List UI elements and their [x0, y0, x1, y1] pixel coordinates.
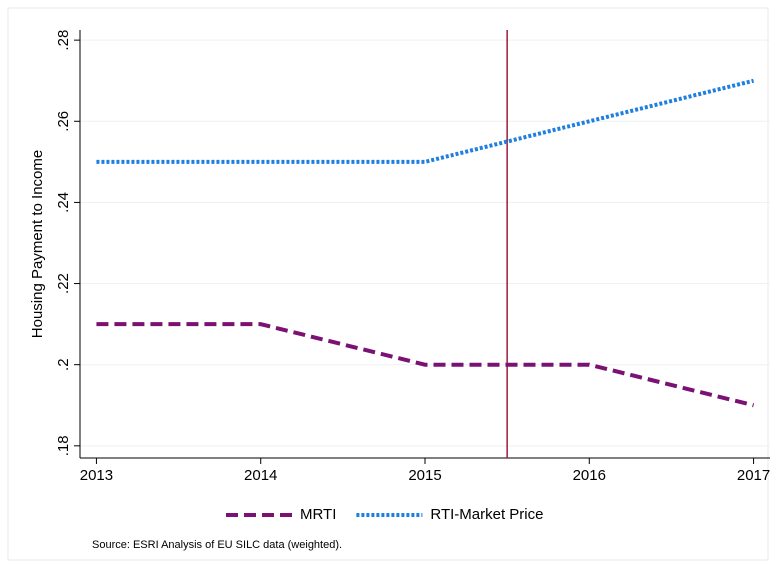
x-tick-label: 2014 [244, 467, 277, 484]
x-tick-label: 2016 [573, 467, 606, 484]
y-tick-label: .26 [55, 111, 72, 132]
y-tick-label: .28 [55, 30, 72, 51]
legend-label: RTI-Market Price [430, 506, 543, 523]
x-tick-label: 2015 [408, 467, 441, 484]
legend-label: MRTI [300, 506, 336, 523]
x-tick-label: 2017 [737, 467, 770, 484]
y-axis-label: Housing Payment to Income [29, 150, 46, 338]
series-line [96, 322, 755, 408]
x-tick-label: 2013 [80, 467, 113, 484]
y-tick-label: .2 [55, 358, 72, 371]
y-tick-label: .22 [55, 273, 72, 294]
y-tick-label: .24 [55, 192, 72, 213]
source-note: Source: ESRI Analysis of EU SILC data (w… [92, 539, 342, 551]
y-tick-label: .18 [55, 435, 72, 456]
